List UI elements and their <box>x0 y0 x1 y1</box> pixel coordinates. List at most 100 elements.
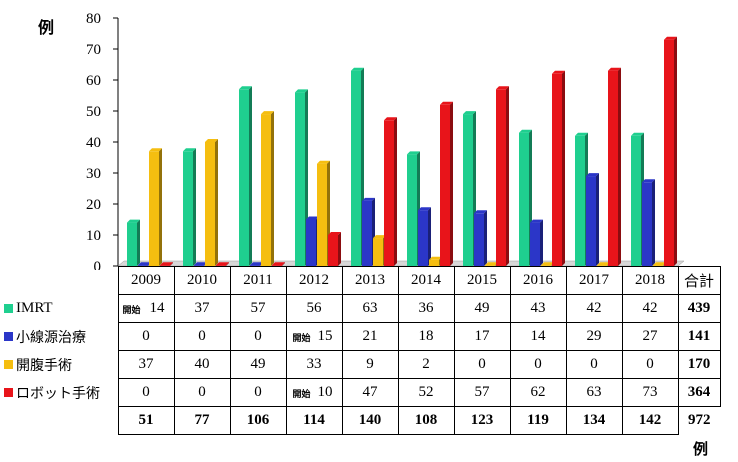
grand-total-cell: 972 <box>688 412 711 429</box>
value-text: 0 <box>534 356 542 372</box>
value-cell: 73 <box>621 378 679 407</box>
bar-front <box>519 132 529 266</box>
yearly-total-cell: 114 <box>285 406 343 435</box>
bar <box>205 139 218 266</box>
bar <box>418 207 431 266</box>
value-text: 0 <box>142 384 150 400</box>
bar-top <box>642 179 655 183</box>
bar-top <box>653 262 666 266</box>
bar-front <box>485 265 495 266</box>
year-header: 2009 <box>117 266 175 295</box>
value-text: 0 <box>590 356 598 372</box>
yearly-total-cell: 119 <box>509 406 567 435</box>
value-cell: 63 <box>565 378 623 407</box>
bar-front <box>328 235 338 266</box>
bar-front <box>407 154 417 266</box>
bar-side <box>506 86 509 266</box>
bar-front <box>194 265 204 266</box>
bar-top <box>463 111 476 115</box>
bar-front <box>261 114 271 266</box>
series-name: IMRT <box>16 300 53 317</box>
value-text: 62 <box>530 384 546 400</box>
bar <box>261 111 274 266</box>
value-cell: 0 <box>621 350 679 379</box>
bar-front <box>362 200 372 266</box>
value-text: 17 <box>474 328 490 344</box>
bar-front <box>586 176 596 266</box>
bar-top <box>418 207 431 211</box>
value-text: 18 <box>418 328 434 344</box>
bar <box>183 148 196 266</box>
bar-front <box>149 151 159 266</box>
value-cell: 29 <box>565 322 623 351</box>
value-text: 14 <box>530 328 546 344</box>
bar-chart: 0 10 20 30 40 50 60 70 80 <box>86 11 685 270</box>
value-text: 2 <box>422 356 430 372</box>
bar-front <box>631 135 641 266</box>
bar <box>608 67 621 266</box>
bar-top <box>160 262 173 266</box>
value-cell: 0 <box>117 322 175 351</box>
y-tick-label: 60 <box>86 73 101 89</box>
series-label-cell: 開腹手術 <box>0 351 118 379</box>
bar-side <box>428 207 431 266</box>
legend-swatch <box>4 388 13 397</box>
value-cell: 42 <box>621 294 679 323</box>
y-tick-label: 0 <box>94 259 102 270</box>
bar-top <box>608 67 621 71</box>
bar-front <box>317 163 327 266</box>
bars <box>127 36 677 267</box>
bar <box>328 232 341 266</box>
bar-top <box>149 148 162 152</box>
start-annotation: 開始 <box>292 390 311 400</box>
legend-swatch <box>4 332 13 341</box>
series-name: ロボット手術 <box>16 385 100 402</box>
bar-top <box>138 262 151 266</box>
value-text: 42 <box>586 300 602 316</box>
bar-top <box>127 219 140 223</box>
bar-side <box>193 148 196 266</box>
yearly-total-cell: 140 <box>341 406 399 435</box>
value-text: 63 <box>586 384 602 400</box>
year-header: 2014 <box>397 266 455 295</box>
value-cell: 37 <box>117 350 175 379</box>
yearly-total-cell: 142 <box>621 406 679 435</box>
bar <box>530 219 543 266</box>
table-row: 開腹手術 37 40 49 33 9 2 0 0 0 0 170 <box>0 350 721 379</box>
total-row-label <box>0 407 118 435</box>
value-cell: 0 <box>509 350 567 379</box>
value-cell: 0 <box>453 350 511 379</box>
bar-side <box>137 219 140 266</box>
value-text: 36 <box>418 300 434 316</box>
bar-front <box>440 104 450 266</box>
bar-side <box>170 262 173 266</box>
bar-top <box>317 160 330 164</box>
series-total-cell: 141 <box>677 322 721 351</box>
value-cell: 37 <box>173 294 231 323</box>
bar-front <box>664 39 674 267</box>
bar-front <box>239 89 249 266</box>
bar <box>642 179 655 266</box>
value-text: 43 <box>530 300 546 316</box>
bar <box>384 117 397 266</box>
value-cell: 2 <box>397 350 455 379</box>
value-cell: 0 <box>565 350 623 379</box>
series-label-cell: ロボット手術 <box>0 379 118 407</box>
bar <box>664 36 677 267</box>
value-text: 27 <box>642 328 658 344</box>
year-header: 2010 <box>173 266 231 295</box>
y-tick-label: 10 <box>86 228 101 244</box>
value-text: 47 <box>362 384 378 400</box>
bar-side <box>540 219 543 266</box>
value-text: 57 <box>250 300 266 316</box>
value-cell: 14 <box>509 322 567 351</box>
bar-top <box>239 86 252 90</box>
bar-side <box>249 86 252 266</box>
series-name: 開腹手術 <box>16 357 72 374</box>
bar-side <box>271 111 274 266</box>
table-corner <box>0 267 118 295</box>
value-text: 49 <box>474 300 490 316</box>
bar-top <box>194 262 207 266</box>
bar-top <box>384 117 397 121</box>
bar-side <box>215 139 218 266</box>
